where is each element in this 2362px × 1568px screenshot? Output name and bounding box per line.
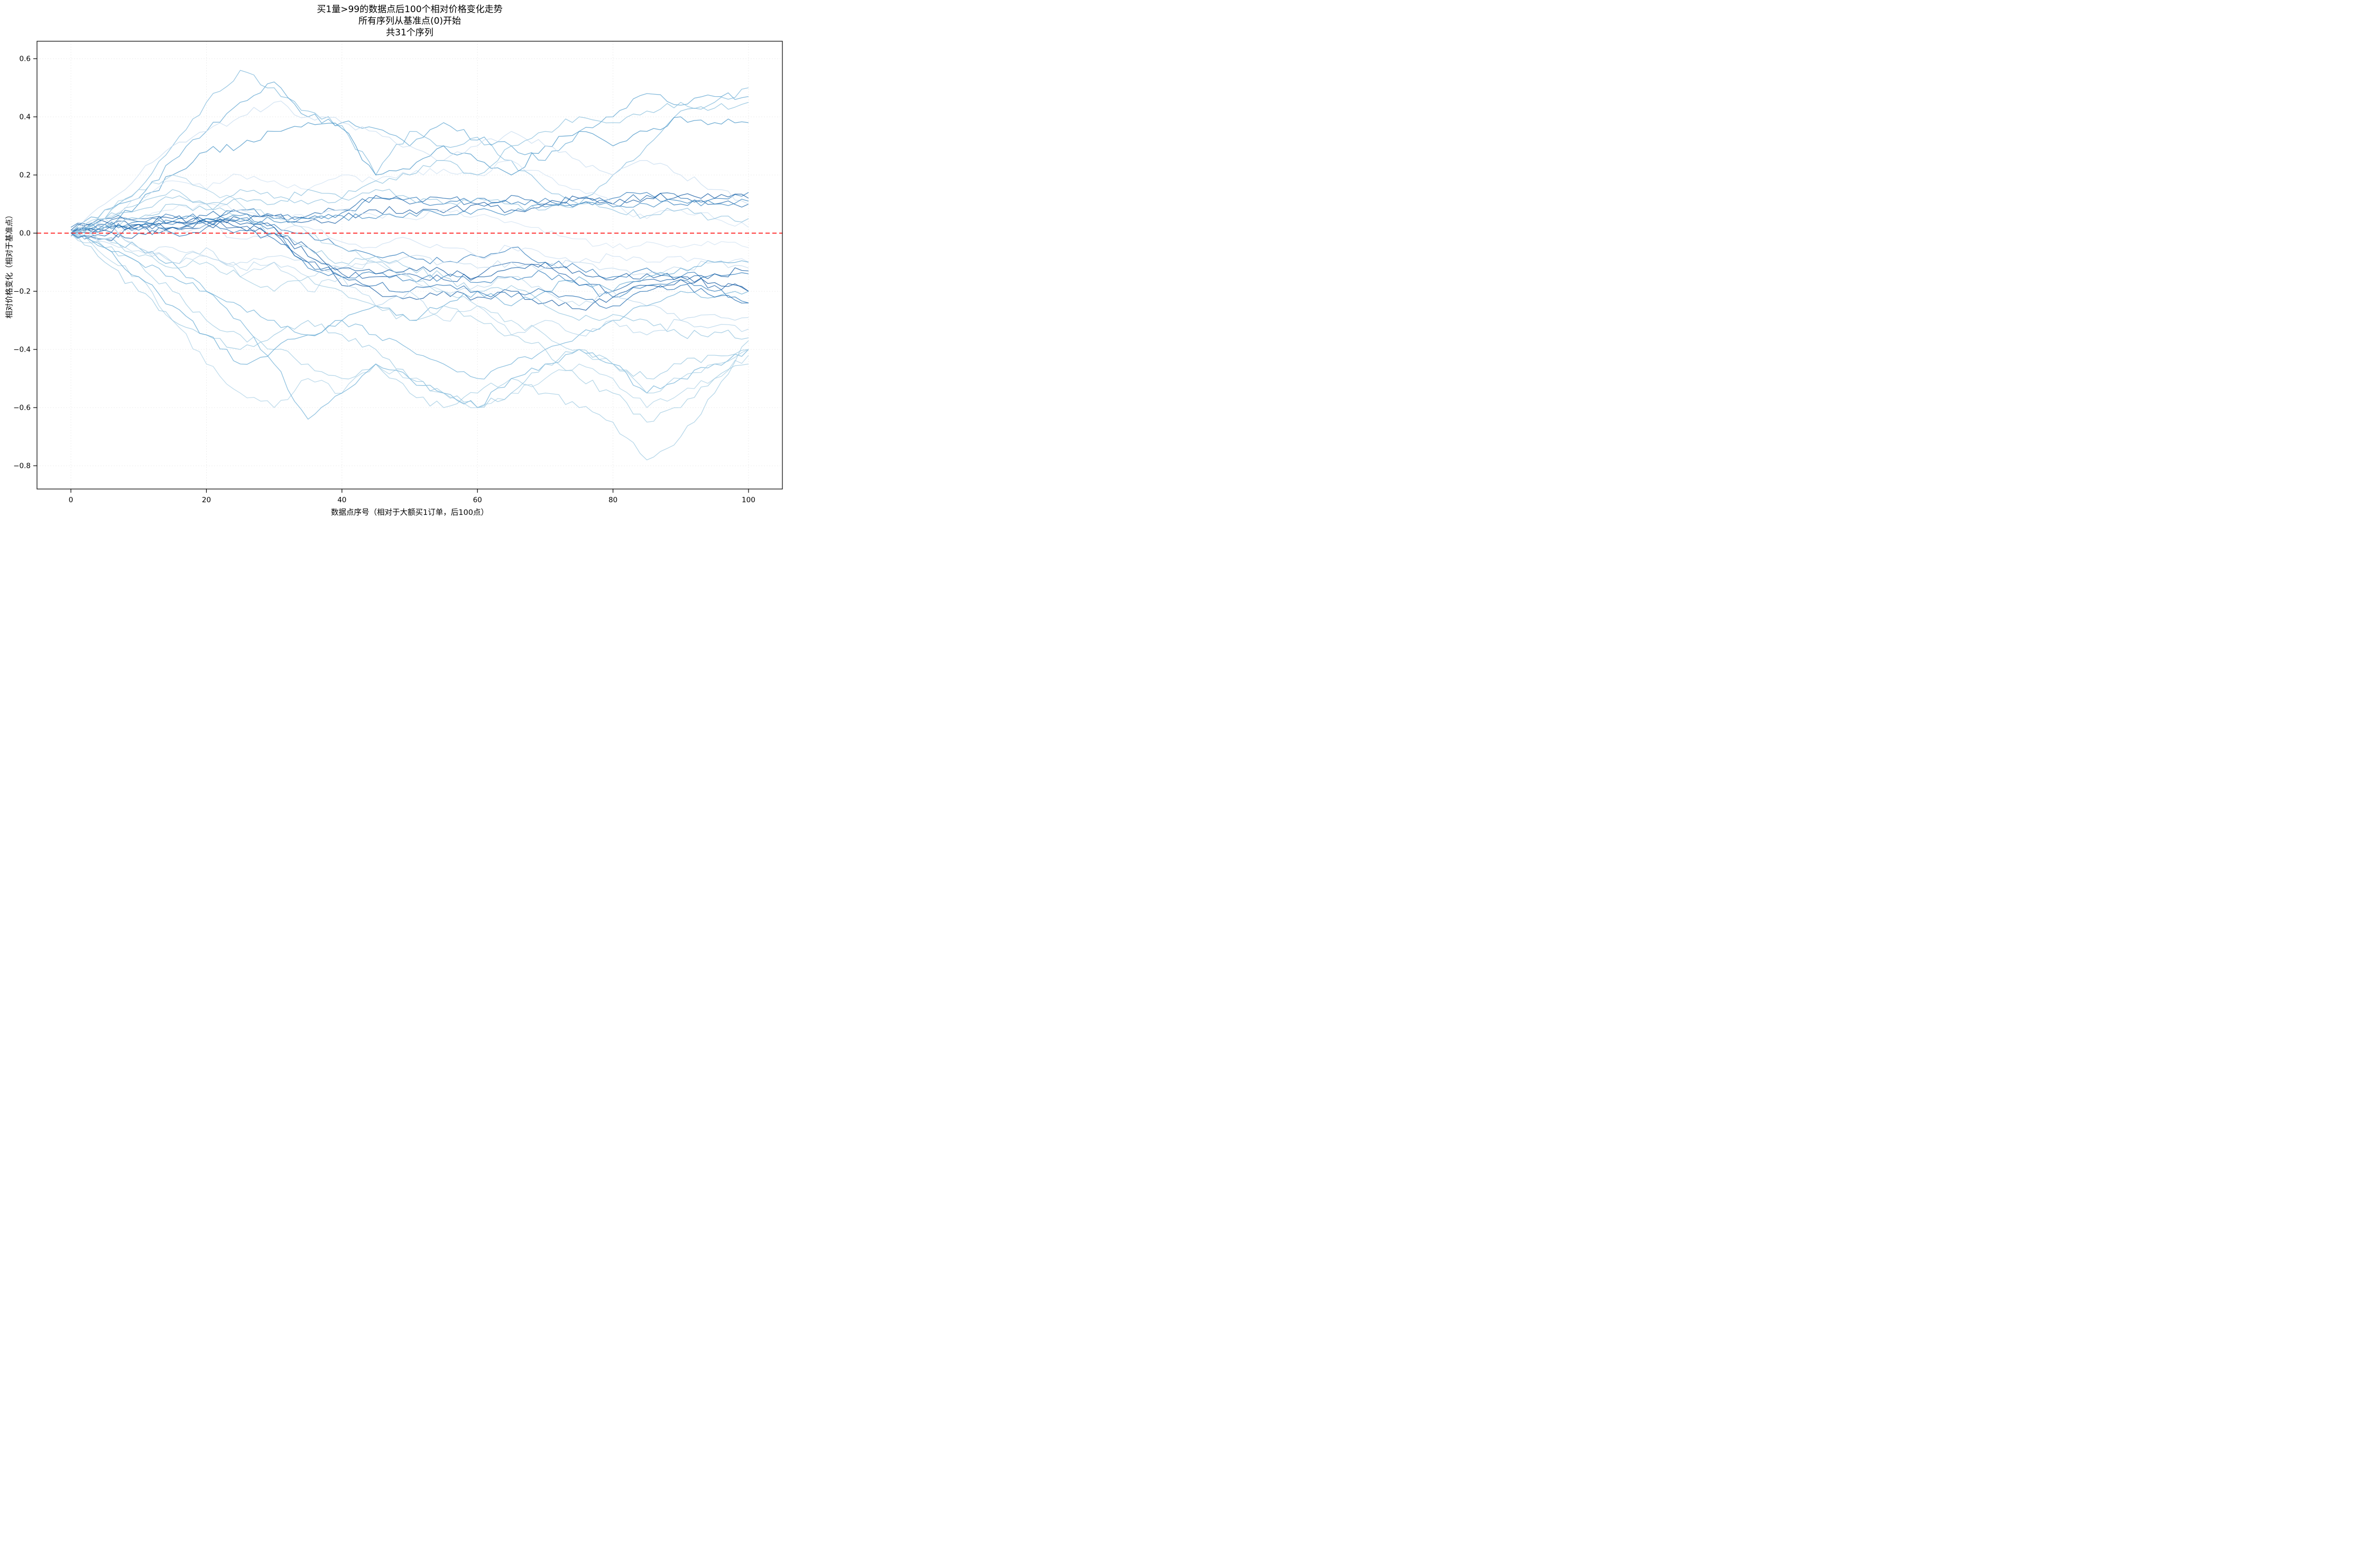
x-tick-label: 80	[608, 496, 617, 504]
chart-title-block: 买1量>99的数据点后100个相对价格变化走势 所有序列从基准点(0)开始 共3…	[317, 4, 502, 39]
axes-spines	[36, 41, 783, 490]
series-line	[70, 189, 749, 340]
series-group	[70, 70, 749, 460]
series-line	[70, 230, 749, 275]
chart-subtitle-2: 共31个序列	[386, 27, 433, 38]
series-line	[70, 81, 749, 234]
y-tick-label: −0.4	[13, 346, 31, 354]
series-line	[71, 70, 749, 234]
series-line	[70, 233, 749, 365]
series-line	[70, 100, 749, 234]
x-tick-label: 20	[202, 496, 211, 504]
series-line	[71, 223, 749, 263]
series-line	[70, 220, 749, 294]
chart-title: 买1量>99的数据点后100个相对价格变化走势	[317, 4, 503, 15]
chart-figure: −0.8 −0.6 −0.4 −0.2 0.0 0.2 0.4 0.6 0 20 40 60 80 100…	[0, 0, 787, 523]
y-tick-label: 0.0	[20, 229, 31, 238]
series-line	[71, 160, 749, 234]
x-axis-label: 数据点序号（相对于大额买1订单，后100点）	[331, 509, 488, 517]
series-line	[70, 218, 749, 337]
y-tick-label: −0.6	[13, 404, 31, 412]
series-line	[70, 193, 749, 230]
series-line	[70, 233, 749, 408]
series-line	[70, 230, 749, 420]
series-line	[70, 204, 749, 250]
x-tick-label: 40	[337, 496, 346, 504]
series-line	[70, 233, 749, 460]
y-tick-label: 0.4	[20, 113, 31, 122]
series-line	[71, 231, 749, 423]
series-line	[70, 102, 749, 234]
y-tick-label: 0.2	[20, 171, 31, 180]
series-line	[71, 189, 749, 235]
series-line	[70, 216, 749, 303]
y-tick-label: −0.8	[13, 462, 31, 471]
x-tick-label: 100	[742, 496, 755, 504]
chart-subtitle-1: 所有序列从基准点(0)开始	[358, 15, 462, 26]
series-line	[71, 221, 749, 311]
series-line	[70, 219, 749, 281]
series-line	[70, 116, 749, 234]
plot-area: −0.8 −0.6 −0.4 −0.2 0.0 0.2 0.4 0.6 0 20 40 60 80 100	[13, 41, 783, 504]
x-tick-label: 60	[473, 496, 482, 504]
series-line	[70, 223, 749, 309]
series-line	[70, 174, 749, 394]
series-line	[70, 192, 749, 234]
y-tick-label: 0.6	[20, 55, 31, 63]
series-line	[71, 199, 749, 231]
y-axis-label: 相对价格变化（相对于基准点）	[5, 211, 14, 319]
x-tick-label: 0	[69, 496, 73, 504]
y-tick-label: −0.2	[13, 288, 31, 296]
series-line	[70, 233, 749, 380]
